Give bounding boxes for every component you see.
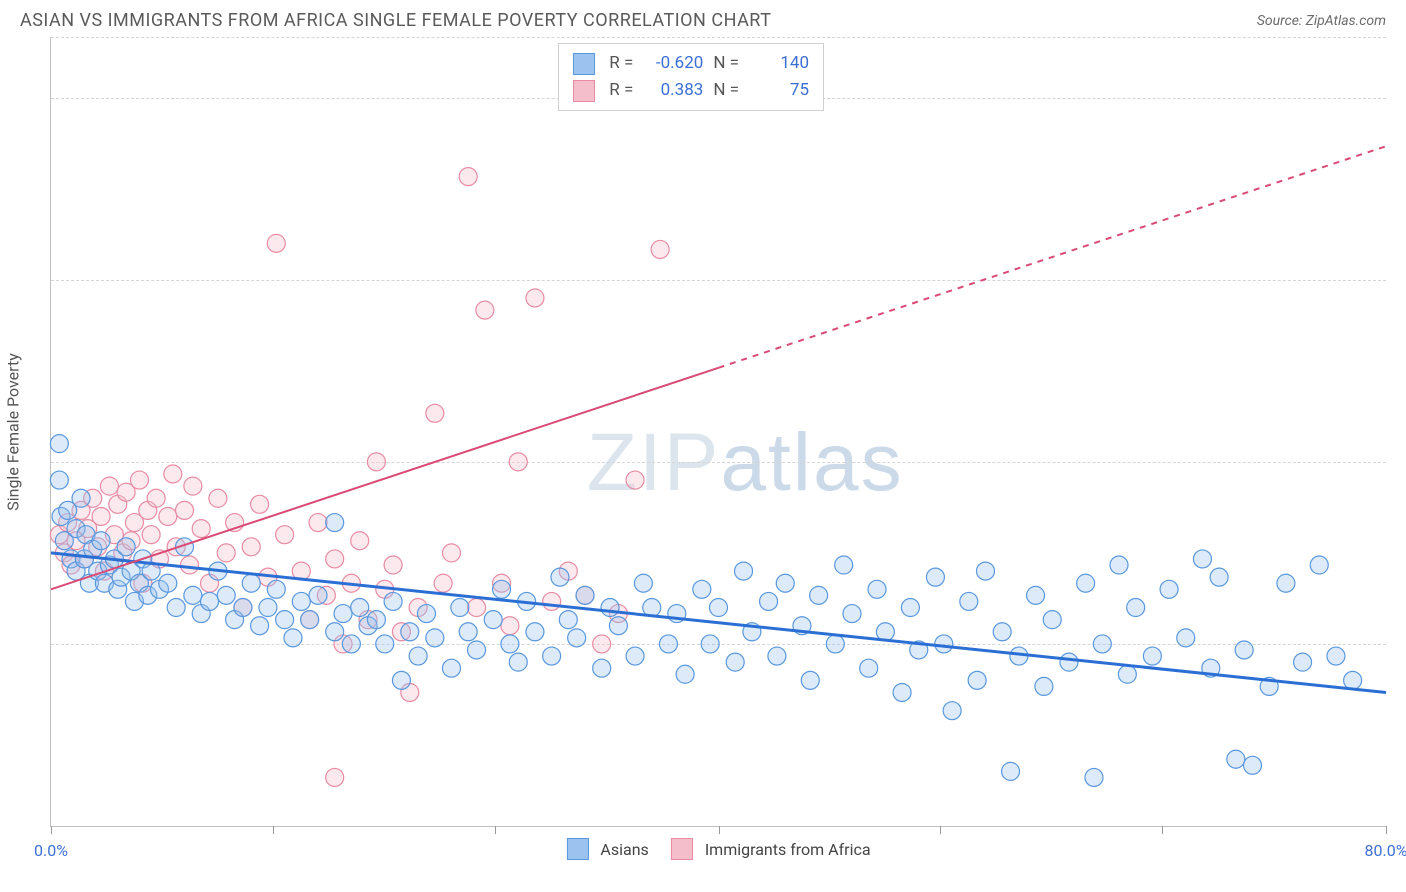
stat-n-value-1: 140 xyxy=(749,50,809,77)
stat-r-value-2: 0.383 xyxy=(643,77,703,104)
x-label-left: 0.0% xyxy=(34,841,68,860)
legend-label-2: Immigrants from Africa xyxy=(705,840,871,859)
swatch-series-1 xyxy=(573,53,595,75)
stat-r-label-2: R = xyxy=(609,77,633,104)
legend-swatch-1 xyxy=(566,838,588,860)
stat-r-value-1: -0.620 xyxy=(643,50,703,77)
legend-swatch-2 xyxy=(671,838,693,860)
stats-row-1: R = -0.620 N = 140 xyxy=(573,50,809,77)
legend: Asians Immigrants from Africa xyxy=(566,838,870,860)
chart-title: ASIAN VS IMMIGRANTS FROM AFRICA SINGLE F… xyxy=(20,10,771,31)
legend-label-1: Asians xyxy=(600,840,648,859)
stats-row-2: R = 0.383 N = 75 xyxy=(573,77,809,104)
x-label-right: 80.0% xyxy=(1365,841,1406,860)
scatter-plot xyxy=(51,37,1386,826)
y-tick-label: 30.0% xyxy=(1396,452,1406,471)
stat-n-label-1: N = xyxy=(713,50,739,77)
y-axis-label: Single Female Poverty xyxy=(4,353,23,511)
chart-area: Single Female Poverty ZIPatlas 15.0%30.0… xyxy=(50,37,1386,827)
stat-n-value-2: 75 xyxy=(749,77,809,104)
stat-r-label-1: R = xyxy=(609,50,633,77)
swatch-series-2 xyxy=(573,80,595,102)
y-tick-label: 60.0% xyxy=(1396,88,1406,107)
stats-box: R = -0.620 N = 140 R = 0.383 N = 75 xyxy=(558,43,824,111)
stat-n-label-2: N = xyxy=(713,77,739,104)
y-tick-label: 15.0% xyxy=(1396,634,1406,653)
legend-item-1: Asians xyxy=(566,838,648,860)
y-tick-label: 45.0% xyxy=(1396,270,1406,289)
legend-item-2: Immigrants from Africa xyxy=(671,838,871,860)
source-label: Source: ZipAtlas.com xyxy=(1257,13,1386,29)
